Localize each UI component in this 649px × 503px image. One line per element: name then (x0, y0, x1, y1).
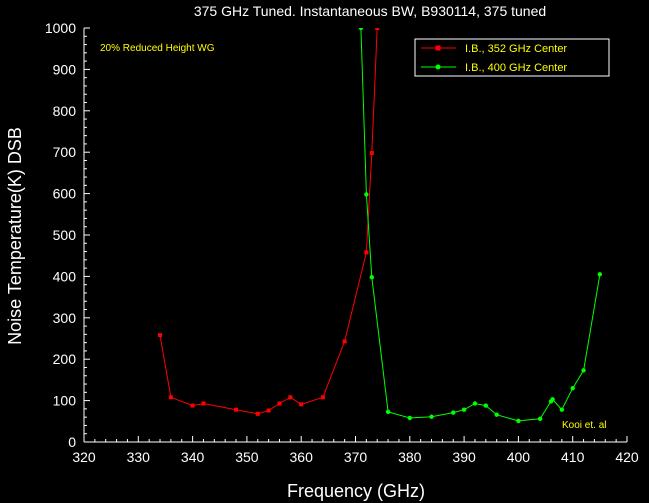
series-0-point (375, 28, 380, 30)
annotation-waveguide: 20% Reduced Height WG (100, 43, 215, 54)
series-1-point (407, 415, 412, 421)
series-1-point (570, 385, 575, 391)
y-axis-ticks: 0 100 200 300 400 500 600 700 800 900 1000 (45, 20, 90, 450)
y-tick-label: 800 (53, 103, 77, 119)
annotation-credit: Kooi et. al (562, 420, 606, 431)
y-axis-label: Noise Temperature(K) DSB (5, 127, 25, 345)
series-0-point (255, 411, 260, 416)
x-tick-label: 390 (452, 449, 476, 465)
y-tick-label: 100 (53, 393, 77, 409)
series-1-point (537, 416, 543, 422)
y-tick-label: 200 (53, 351, 77, 367)
x-tick-label: 330 (127, 449, 151, 465)
series-0-point (364, 250, 369, 255)
legend: I.B., 352 GHz Center I.B., 400 GHz Cente… (414, 38, 610, 77)
series-0-point (234, 407, 239, 412)
series-0-point (168, 395, 173, 400)
legend-marker-352 (435, 45, 441, 51)
series-0-point (158, 333, 163, 338)
y-tick-label: 700 (53, 144, 77, 160)
series-0-point (320, 395, 325, 400)
series-1-point (559, 407, 565, 412)
series-0-point (190, 403, 195, 408)
series-1-point (429, 414, 434, 419)
series-0-point (277, 401, 282, 406)
x-tick-label: 320 (72, 449, 96, 465)
series-1-point (581, 368, 586, 373)
plot-area (158, 28, 603, 424)
x-tick-label: 360 (290, 449, 314, 465)
series-0-point (299, 402, 304, 407)
y-tick-label: 500 (53, 227, 77, 243)
series-1-point (516, 418, 521, 424)
legend-label-400: I.B., 400 GHz Center (465, 62, 567, 74)
series-1-point (472, 401, 478, 406)
series-0-point (201, 401, 206, 406)
y-tick-label: 0 (68, 434, 76, 450)
series-1-point (550, 397, 555, 402)
x-tick-label: 350 (235, 449, 259, 465)
y-tick-label: 900 (53, 61, 77, 77)
x-tick-label: 340 (181, 449, 205, 465)
x-tick-label: 400 (507, 449, 531, 465)
chart-title: 375 GHz Tuned. Instantaneous BW, B930114… (194, 3, 546, 19)
series-1-point (358, 28, 364, 31)
series-0-point (342, 339, 347, 344)
series-1-point (483, 403, 489, 408)
x-tick-label: 370 (344, 449, 368, 465)
legend-marker-400 (435, 64, 441, 70)
x-tick-label: 380 (398, 449, 422, 465)
series-1-point (597, 272, 603, 277)
y-tick-label: 600 (53, 186, 77, 202)
series-1-point (364, 192, 369, 197)
legend-box (414, 38, 610, 77)
x-tick-label: 420 (615, 449, 639, 465)
y-tick-label: 400 (53, 268, 77, 284)
y-tick-label: 300 (53, 310, 77, 326)
series-1-point (461, 407, 467, 412)
series-1-point (369, 275, 374, 280)
legend-label-352: I.B., 352 GHz Center (465, 43, 567, 55)
series-1-point (451, 410, 456, 415)
series-1-point (385, 409, 391, 414)
series-0-point (288, 395, 293, 400)
x-axis-ticks: 320 330 340 350 360 370 380 390 400 410 420 (72, 436, 639, 465)
series-0-point (266, 408, 271, 413)
y-tick-label: 1000 (45, 20, 76, 36)
x-tick-label: 410 (561, 449, 585, 465)
series-0-point (369, 151, 374, 156)
series-1-point (494, 412, 499, 417)
x-axis-label: Frequency (GHz) (287, 481, 425, 501)
